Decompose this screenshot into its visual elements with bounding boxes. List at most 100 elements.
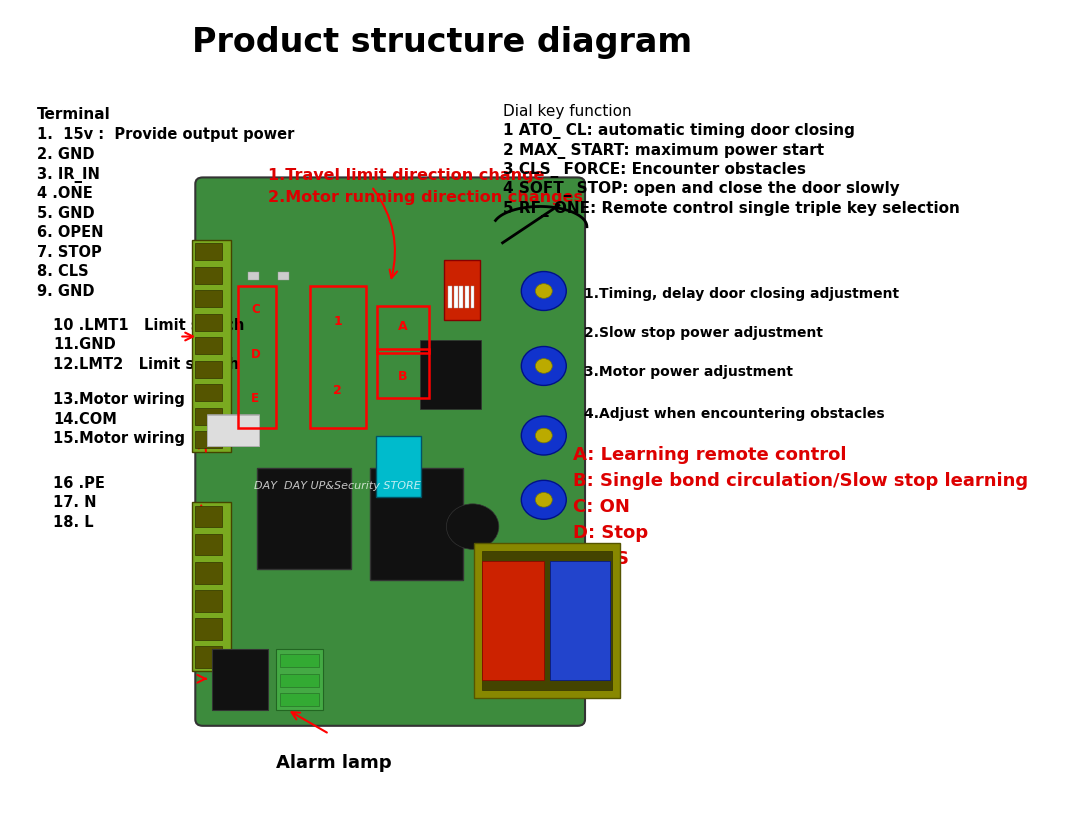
Bar (208, 415, 259, 446)
Text: 17. N: 17. N (52, 496, 96, 510)
Bar (195, 314, 222, 330)
Text: Terminal: Terminal (37, 107, 110, 122)
Circle shape (536, 492, 553, 507)
Text: E:CLS: E:CLS (573, 549, 630, 568)
Bar (277, 272, 289, 280)
Bar (195, 291, 222, 308)
Text: 1.Timing, delay door closing adjustment: 1.Timing, delay door closing adjustment (584, 287, 900, 301)
Text: Dial key function: Dial key function (502, 103, 631, 119)
Bar (195, 361, 222, 378)
Text: 7. STOP: 7. STOP (37, 245, 102, 260)
Text: 1 ATO_ CL: automatic timing door closing: 1 ATO_ CL: automatic timing door closing (502, 123, 855, 139)
Circle shape (522, 416, 567, 455)
Text: 2.Motor running direction changes: 2.Motor running direction changes (269, 190, 584, 204)
Circle shape (447, 504, 499, 549)
Circle shape (522, 272, 567, 310)
Text: 5 RF_ ONE: Remote control single triple key selection: 5 RF_ ONE: Remote control single triple … (502, 201, 960, 217)
Text: 9. GND: 9. GND (37, 284, 94, 299)
Text: 4 SOFT_ STOP: open and close the door slowly: 4 SOFT_ STOP: open and close the door sl… (502, 182, 900, 198)
Bar (471, 286, 474, 309)
Text: 18. L: 18. L (52, 515, 93, 530)
Bar (459, 286, 464, 309)
Text: 3 CLS_ FORCE: Encounter obstacles: 3 CLS_ FORCE: Encounter obstacles (502, 162, 805, 178)
Text: 13.Motor wiring: 13.Motor wiring (52, 392, 185, 407)
Bar (474, 543, 620, 698)
Bar (195, 267, 222, 284)
Text: 6. OPEN: 6. OPEN (37, 225, 104, 240)
Circle shape (536, 428, 553, 443)
Bar (195, 618, 222, 640)
Bar (369, 468, 464, 580)
Bar (195, 505, 222, 527)
Text: 12.LMT2   Limit switch: 12.LMT2 Limit switch (52, 357, 239, 372)
Text: C: ON: C: ON (573, 498, 630, 516)
Text: 5. GND: 5. GND (37, 206, 94, 221)
Bar (454, 286, 457, 309)
Text: 2 MAX_ START: maximum power start: 2 MAX_ START: maximum power start (502, 142, 824, 159)
Text: 3.Motor power adjustment: 3.Motor power adjustment (584, 365, 794, 379)
Text: D: D (251, 348, 260, 361)
Bar (444, 260, 480, 321)
Bar (195, 590, 222, 611)
Bar (482, 562, 544, 680)
Text: B: Single bond circulation/Slow stop learning: B: Single bond circulation/Slow stop lea… (573, 472, 1028, 490)
Bar (465, 286, 469, 309)
Bar (195, 384, 222, 401)
Text: 1.Travel limit direction change: 1.Travel limit direction change (269, 168, 545, 182)
Bar (257, 468, 351, 570)
Text: D: Stop: D: Stop (573, 524, 648, 542)
Bar (420, 339, 481, 409)
Bar (239, 286, 276, 427)
Text: 2. GND: 2. GND (37, 147, 94, 163)
Circle shape (522, 480, 567, 519)
Text: 14.COM: 14.COM (52, 412, 117, 427)
Bar (195, 243, 222, 260)
Circle shape (536, 284, 553, 298)
Bar (280, 674, 319, 687)
Text: 1.  15v :  Provide output power: 1. 15v : Provide output power (37, 127, 295, 142)
Text: 10 .LMT1   Limit switch: 10 .LMT1 Limit switch (52, 317, 244, 333)
Bar (195, 408, 222, 425)
Text: DAY  DAY UP&Security STORE: DAY DAY UP&Security STORE (254, 481, 421, 492)
Bar (247, 272, 259, 280)
Text: 15.Motor wiring: 15.Motor wiring (52, 431, 185, 446)
Text: E: E (252, 392, 259, 405)
Text: 16 .PE: 16 .PE (52, 476, 105, 491)
Bar (449, 286, 452, 309)
Bar (377, 349, 428, 398)
Text: B: B (398, 370, 408, 383)
Bar (482, 551, 613, 689)
Text: A: A (398, 320, 408, 333)
Bar (192, 502, 231, 671)
Text: Product structure diagram: Product structure diagram (192, 26, 692, 59)
Bar (280, 694, 319, 707)
Bar (195, 646, 222, 668)
Circle shape (536, 359, 553, 374)
Bar (212, 649, 269, 710)
Bar (208, 414, 259, 446)
Text: 3. IR_IN: 3. IR_IN (37, 167, 100, 183)
Bar (280, 654, 319, 667)
Bar (195, 534, 222, 555)
Bar (192, 240, 231, 452)
Text: 8. CLS: 8. CLS (37, 265, 89, 279)
Bar (377, 305, 428, 352)
Circle shape (522, 347, 567, 385)
Text: 11.GND: 11.GND (52, 337, 116, 352)
Bar (376, 435, 421, 497)
Text: Alarm lamp: Alarm lamp (276, 755, 392, 772)
Text: 2: 2 (333, 384, 342, 397)
Text: 1: 1 (333, 314, 342, 327)
Bar (195, 337, 222, 354)
Bar (549, 562, 609, 680)
Text: 2.Slow stop power adjustment: 2.Slow stop power adjustment (584, 326, 824, 340)
Text: A: Learning remote control: A: Learning remote control (573, 446, 846, 464)
Bar (310, 286, 366, 427)
Bar (195, 431, 222, 449)
Bar (276, 649, 322, 710)
Text: 4.Adjust when encountering obstacles: 4.Adjust when encountering obstacles (584, 407, 885, 421)
Text: 4 .ONE: 4 .ONE (37, 186, 93, 201)
FancyBboxPatch shape (195, 177, 585, 726)
Text: C: C (251, 303, 259, 316)
Bar (195, 562, 222, 584)
